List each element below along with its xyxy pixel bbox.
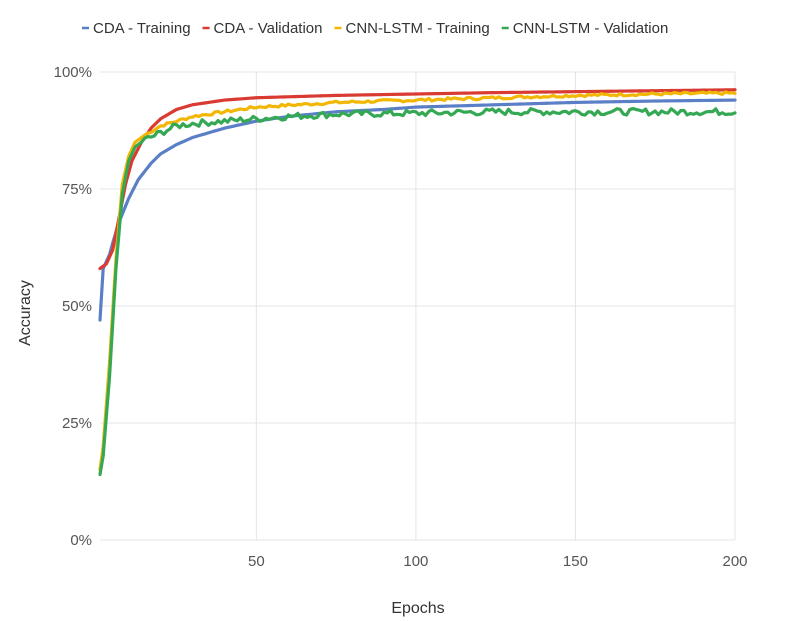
chart-legend: CDA - Training CDA - Validation CNN-LSTM -… (82, 20, 668, 37)
y-tick-label: 75% (62, 181, 92, 198)
x-axis-ticks: 50 100 150 200 (248, 553, 748, 570)
legend-label-cnn-lstm-training: CNN-LSTM - Training (346, 20, 490, 37)
series-line-cnn-lstm-training (98, 90, 737, 472)
x-tick-label: 100 (403, 553, 428, 570)
x-tick-label: 150 (563, 553, 588, 570)
y-tick-label: 50% (62, 298, 92, 315)
legend-label-cda-validation: CDA - Validation (214, 20, 323, 37)
y-tick-label: 25% (62, 415, 92, 432)
y-axis-title: Accuracy (17, 280, 34, 346)
y-tick-label: 100% (54, 64, 92, 81)
grid-lines (100, 71, 736, 541)
series-line-cnn-lstm-validation (98, 106, 737, 477)
legend-label-cnn-lstm-validation: CNN-LSTM - Validation (513, 20, 669, 37)
x-tick-label: 200 (722, 553, 747, 570)
legend-label-cda-training: CDA - Training (93, 20, 191, 37)
x-tick-label: 50 (248, 553, 265, 570)
y-tick-label: 0% (70, 532, 92, 549)
series-lines (98, 88, 737, 477)
y-axis-ticks: 0% 25% 50% 75% 100% (54, 64, 92, 549)
series-line-cda-training (98, 98, 737, 322)
series-line-cda-validation (98, 88, 737, 271)
x-axis-title: Epochs (391, 600, 444, 617)
